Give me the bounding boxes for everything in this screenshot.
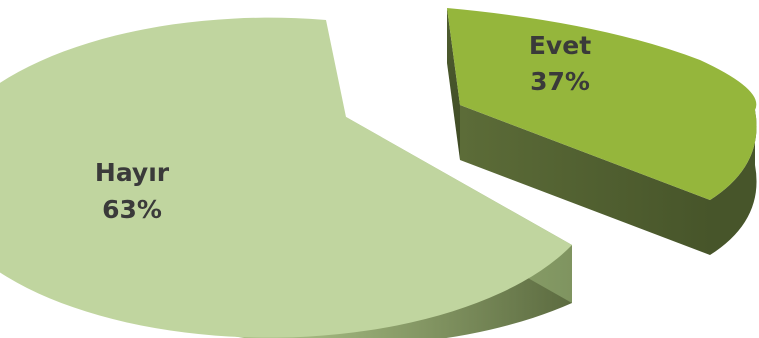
slice-evet: [447, 8, 757, 255]
slice-hayir: [0, 17, 572, 338]
label-evet-percent: 37%: [530, 67, 590, 96]
slice-hayir-top: [0, 17, 572, 338]
slice-evet-cut: [447, 8, 460, 160]
slice-evet-cut-2: [460, 105, 710, 255]
slice-evet-side: [710, 110, 757, 255]
label-evet-name: Evet: [529, 31, 591, 60]
slice-evet-top: [447, 8, 757, 200]
label-hayir-percent: 63%: [102, 195, 162, 224]
label-hayir-name: Hayır: [95, 158, 170, 187]
